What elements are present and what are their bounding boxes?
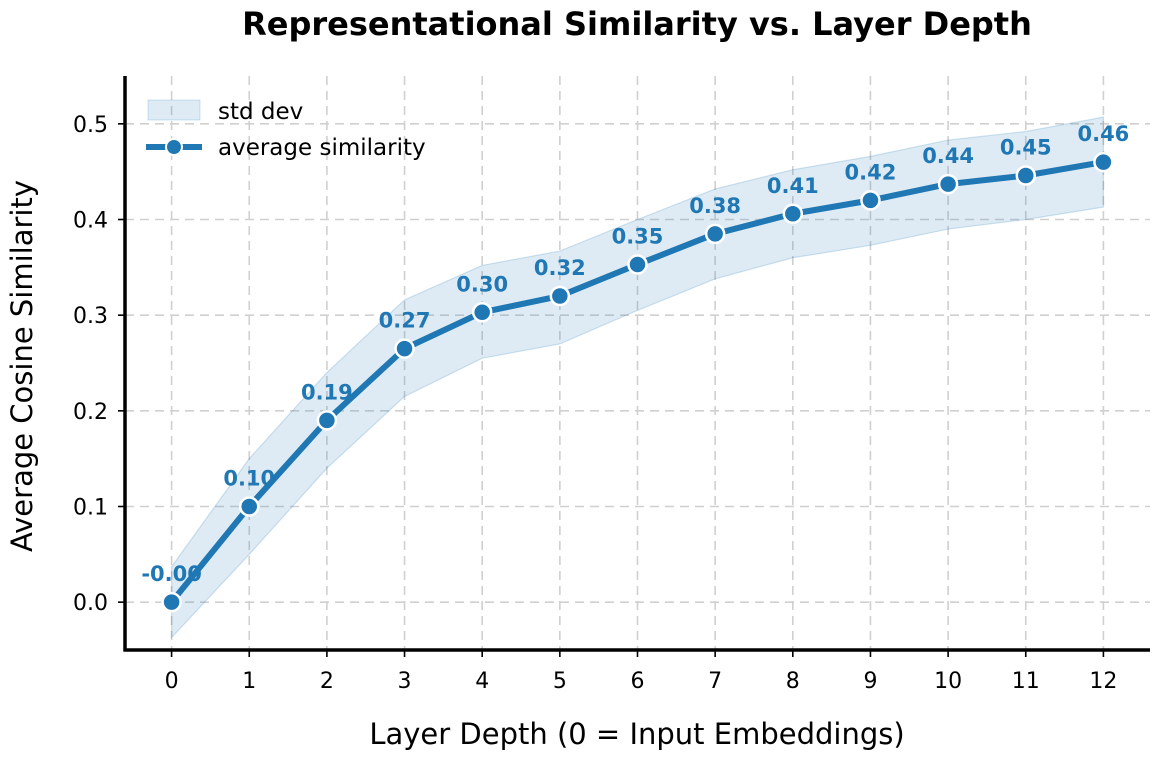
data-label: 0.44 xyxy=(922,144,974,168)
y-tick-label: 0.0 xyxy=(73,591,108,616)
x-tick-label: 1 xyxy=(242,669,256,694)
data-label: 0.19 xyxy=(301,380,353,404)
legend-line-marker xyxy=(165,138,183,156)
data-point xyxy=(161,591,182,613)
x-axis-label: Layer Depth (0 = Input Embeddings) xyxy=(369,717,904,751)
data-point xyxy=(549,285,571,307)
data-label: -0.00 xyxy=(141,562,202,586)
data-point xyxy=(1015,165,1037,186)
x-tick-label: 0 xyxy=(165,669,179,694)
legend-band-swatch xyxy=(147,99,201,121)
data-label: 0.35 xyxy=(612,224,664,248)
legend-line-label: average similarity xyxy=(218,135,426,161)
data-point xyxy=(704,223,726,245)
data-label: 0.10 xyxy=(223,467,275,491)
data-point xyxy=(937,173,959,195)
line-layer xyxy=(161,151,1114,613)
data-label: 0.38 xyxy=(689,194,741,218)
std-dev-band xyxy=(170,116,1105,640)
data-label: 0.27 xyxy=(379,309,431,333)
x-tick-label: 12 xyxy=(1089,669,1117,694)
y-tick-label: 0.4 xyxy=(73,209,108,234)
data-point xyxy=(394,338,415,359)
chart-title: Representational Similarity vs. Layer De… xyxy=(242,5,1032,43)
data-point xyxy=(238,496,260,517)
x-tick-label: 5 xyxy=(553,669,567,694)
std-dev-band-layer xyxy=(170,116,1105,640)
x-tick-label: 9 xyxy=(863,669,877,694)
data-labels: -0.00 0.10 0.19 0.27 0.30 0.32 0.35 0.38 0.41 0.4… xyxy=(141,122,1129,586)
x-tick-label: 11 xyxy=(1012,669,1040,694)
legend: std dev average similarity xyxy=(146,99,426,161)
data-point xyxy=(782,203,804,225)
data-label: 0.42 xyxy=(845,160,897,184)
data-point xyxy=(1093,151,1114,173)
x-tick-label: 7 xyxy=(708,669,722,694)
data-label: 0.30 xyxy=(456,272,508,296)
y-tick-label: 0.5 xyxy=(73,113,108,138)
data-label: 0.45 xyxy=(1000,135,1052,159)
data-point xyxy=(316,410,338,431)
y-tick-label: 0.2 xyxy=(73,400,108,425)
x-tick-label: 2 xyxy=(320,669,334,694)
ticks: 0 1 2 3 4 5 6 7 8 9 10 11 120.00.10.20.30.40.5 xyxy=(73,113,1117,694)
data-label: 0.32 xyxy=(534,256,586,280)
data-label: 0.41 xyxy=(767,174,819,198)
x-tick-label: 6 xyxy=(631,669,645,694)
x-tick-label: 3 xyxy=(398,669,412,694)
data-point xyxy=(471,302,493,323)
y-tick-label: 0.3 xyxy=(73,304,108,329)
legend-band-label: std dev xyxy=(218,99,303,125)
x-tick-label: 4 xyxy=(475,669,489,694)
data-label: 0.46 xyxy=(1077,122,1129,146)
data-point xyxy=(627,254,648,275)
x-tick-label: 8 xyxy=(786,669,800,694)
y-axis-label: Average Cosine Similarity xyxy=(5,180,39,552)
x-tick-label: 10 xyxy=(934,669,962,694)
data-point xyxy=(860,190,881,211)
y-tick-label: 0.1 xyxy=(73,496,108,521)
grid xyxy=(125,76,1150,650)
